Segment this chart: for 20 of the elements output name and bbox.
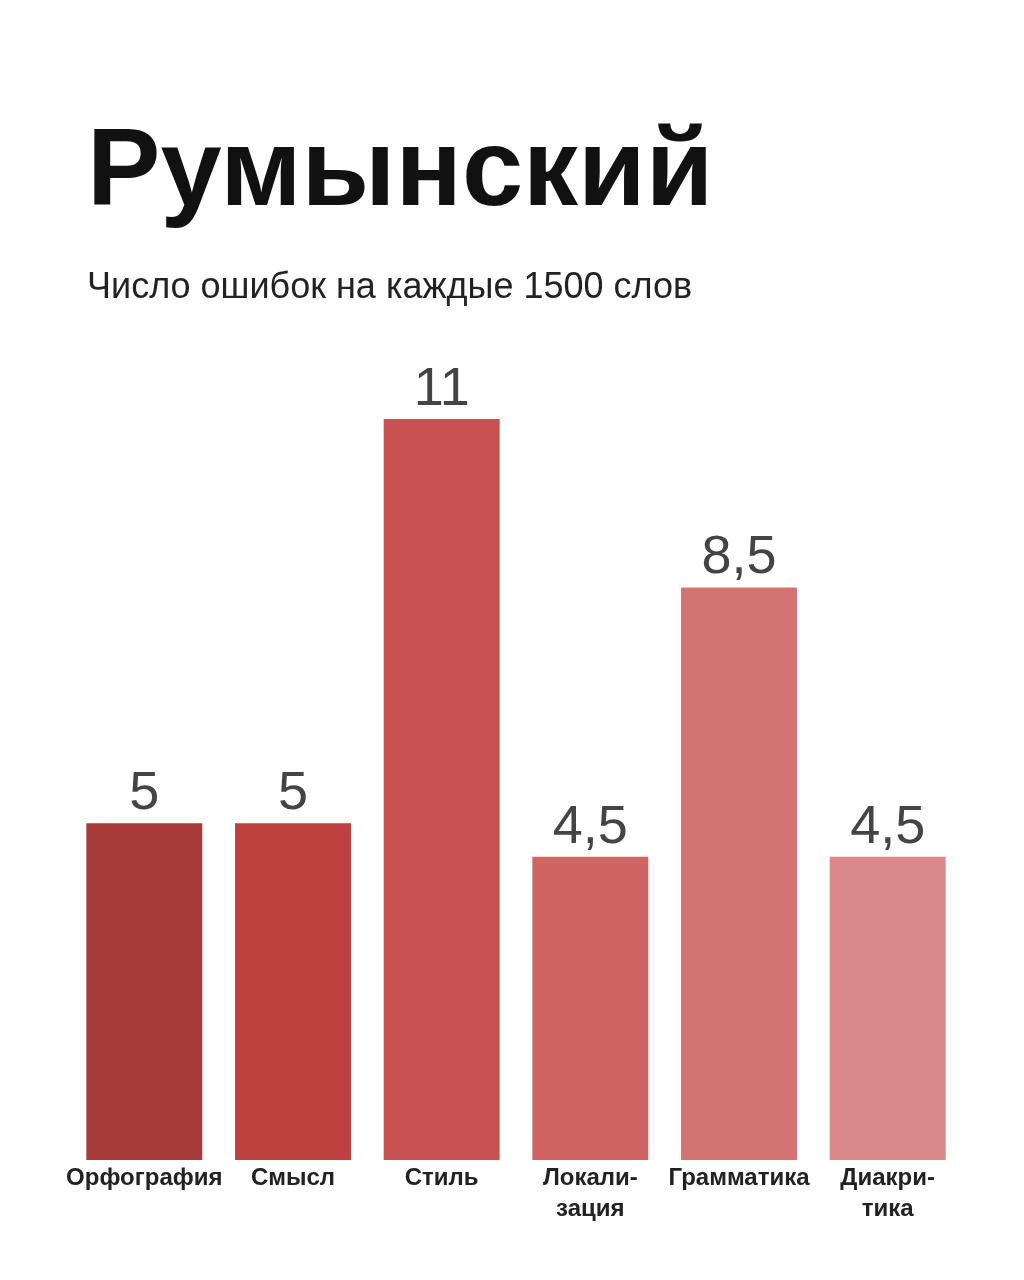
chart-subtitle: Число ошибок на каждые 1500 слов [87, 265, 693, 307]
bar [86, 823, 203, 1160]
x-tick-label: Диакри- тика [840, 1163, 935, 1222]
data-label: 11 [413, 356, 470, 416]
x-tick-label: Орфография [66, 1163, 223, 1190]
bar [383, 419, 500, 1160]
data-label: 4,5 [850, 793, 926, 854]
chart-title: Румынский [87, 104, 714, 228]
x-tick-label: Смысл [250, 1163, 336, 1190]
bar [829, 856, 946, 1160]
data-label: 5 [277, 760, 309, 821]
x-tick-label: Грамматика [668, 1163, 811, 1190]
bar [681, 587, 797, 1160]
data-label: 8,5 [701, 524, 777, 585]
data-label: 5 [129, 760, 160, 821]
bar [235, 823, 351, 1160]
x-tick-label: Стиль [404, 1163, 479, 1190]
data-label: 4,5 [552, 793, 628, 854]
bar [532, 856, 649, 1160]
x-tick-label: Локали- зация [542, 1163, 638, 1222]
